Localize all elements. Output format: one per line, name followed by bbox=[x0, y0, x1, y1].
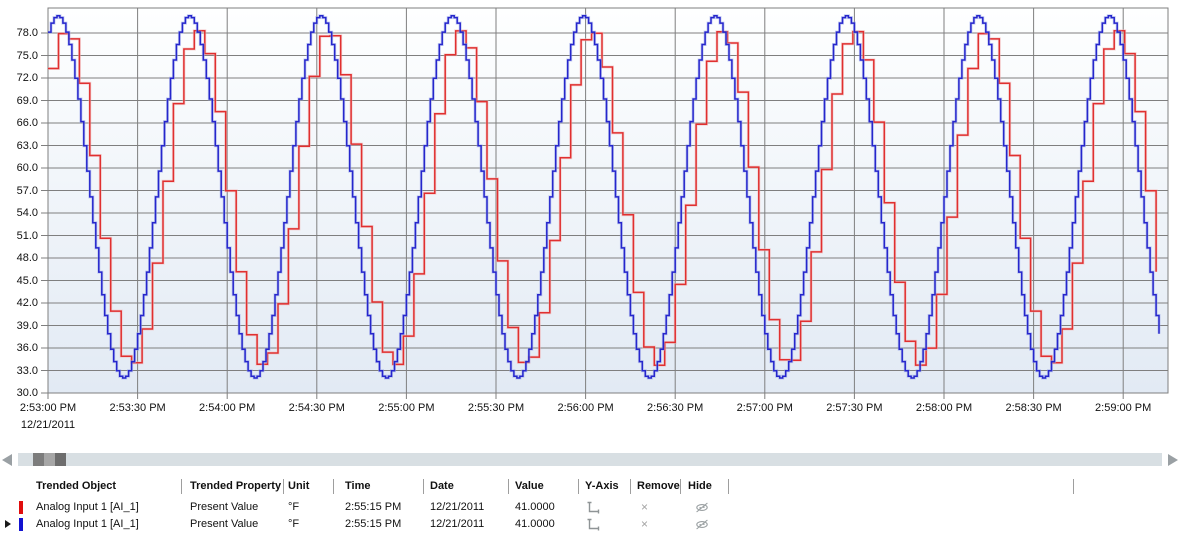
table-row[interactable]: Analog Input 1 [AI_1] Present Value °F 2:55… bbox=[0, 499, 1186, 516]
horizontal-scrollbar[interactable] bbox=[0, 452, 1186, 469]
cell-trended-object: Analog Input 1 [AI_1] bbox=[36, 501, 139, 513]
y-axis-tick-label: 57.0 bbox=[16, 184, 38, 197]
cell-unit: °F bbox=[288, 501, 300, 513]
table-row[interactable]: Analog Input 1 [AI_1] Present Value °F 2:55… bbox=[0, 516, 1186, 533]
pen-color-marker bbox=[19, 518, 23, 531]
column-header-date: Date bbox=[430, 480, 454, 492]
x-axis-tick-label: 2:54:00 PM bbox=[199, 402, 256, 414]
y-axis-tick-label: 36.0 bbox=[16, 342, 38, 354]
y-axis-tick-label: 51.0 bbox=[16, 229, 38, 242]
y-axis-tick-label: 45.0 bbox=[16, 274, 38, 287]
y-axis-tick-label: 54.0 bbox=[16, 207, 38, 219]
column-separator bbox=[578, 479, 579, 494]
scrollbar-left-arrow-icon[interactable] bbox=[2, 454, 12, 466]
cell-unit: °F bbox=[288, 518, 300, 530]
column-separator bbox=[333, 479, 334, 494]
column-header-trended-property: Trended Property bbox=[190, 480, 282, 492]
column-header-time: Time bbox=[345, 480, 371, 492]
cell-time: 2:55:15 PM bbox=[345, 501, 402, 513]
column-separator bbox=[181, 479, 182, 494]
x-axis-tick-label: 2:55:00 PM bbox=[378, 402, 435, 414]
y-axis-tick-label: 63.0 bbox=[16, 139, 38, 152]
column-header-value: Value bbox=[515, 480, 544, 492]
y-axis-tick-label: 60.0 bbox=[16, 162, 38, 174]
y-axis-tick-label: 72.0 bbox=[16, 72, 38, 84]
column-separator bbox=[728, 479, 729, 494]
scrollbar-thumb[interactable] bbox=[33, 453, 66, 466]
column-header-hide: Hide bbox=[688, 480, 712, 492]
pen-color-marker bbox=[19, 501, 23, 514]
x-axis-tick-label: 2:57:00 PM bbox=[736, 402, 793, 414]
y-axis-settings-icon[interactable] bbox=[586, 518, 600, 537]
y-axis-tick-label: 42.0 bbox=[16, 297, 38, 309]
y-axis-settings-icon[interactable] bbox=[586, 501, 600, 520]
cell-value: 41.0000 bbox=[515, 501, 555, 513]
y-axis-tick-label: 75.0 bbox=[16, 49, 38, 62]
column-separator bbox=[283, 479, 284, 494]
y-axis-tick-label: 66.0 bbox=[16, 117, 38, 129]
trend-plot-canvas[interactable] bbox=[0, 0, 1186, 400]
y-axis-tick-label: 33.0 bbox=[16, 364, 38, 377]
cell-trended-property: Present Value bbox=[190, 518, 259, 530]
trend-legend-table: Trended Object Trended Property Unit Time Da… bbox=[0, 476, 1186, 545]
column-separator bbox=[680, 479, 681, 494]
cell-date: 12/21/2011 bbox=[430, 518, 485, 530]
column-header-trended-object: Trended Object bbox=[36, 480, 117, 492]
cell-trended-property: Present Value bbox=[190, 501, 259, 513]
column-header-remove: Remove bbox=[637, 480, 680, 492]
y-axis-tick-label: 78.0 bbox=[16, 27, 38, 39]
x-axis-tick-label: 2:55:30 PM bbox=[467, 402, 525, 414]
hide-icon[interactable] bbox=[694, 518, 710, 537]
x-axis-tick-label: 2:53:30 PM bbox=[109, 402, 166, 414]
column-header-y-axis: Y-Axis bbox=[585, 480, 619, 492]
selected-row-arrow-icon bbox=[5, 520, 11, 528]
cell-value: 41.0000 bbox=[515, 518, 555, 530]
x-axis-tick-label: 2:58:00 PM bbox=[915, 402, 973, 414]
scrollbar-track[interactable] bbox=[18, 453, 1162, 466]
y-axis-tick-label: 39.0 bbox=[16, 319, 38, 332]
x-axis-date-label: 12/21/2011 bbox=[20, 419, 76, 431]
column-separator bbox=[423, 479, 424, 494]
column-separator bbox=[1073, 479, 1074, 494]
cell-time: 2:55:15 PM bbox=[345, 518, 402, 530]
y-axis-tick-label: 48.0 bbox=[16, 252, 38, 264]
x-axis-tick-label: 2:58:30 PM bbox=[1005, 402, 1062, 414]
x-axis-tick-label: 2:56:00 PM bbox=[557, 402, 614, 414]
column-header-unit: Unit bbox=[288, 480, 310, 492]
x-axis-tick-label: 2:53:00 PM bbox=[19, 402, 77, 414]
remove-icon[interactable]: × bbox=[641, 517, 649, 531]
column-separator bbox=[508, 479, 509, 494]
trend-chart: 78.0 75.0 72.0 69.0 66.0 63.0 60.0 57.0 54.0 51.0… bbox=[0, 0, 1186, 431]
cell-trended-object: Analog Input 1 [AI_1] bbox=[36, 518, 139, 530]
x-axis-tick-label: 2:59:00 PM bbox=[1095, 402, 1152, 414]
y-axis-tick-label: 30.0 bbox=[16, 387, 38, 399]
y-axis-tick-label: 69.0 bbox=[16, 94, 38, 107]
column-separator bbox=[630, 479, 631, 494]
x-axis-tick-label: 2:54:30 PM bbox=[288, 402, 345, 414]
remove-icon[interactable]: × bbox=[641, 500, 649, 514]
scrollbar-right-arrow-icon[interactable] bbox=[1168, 454, 1178, 466]
cell-date: 12/21/2011 bbox=[430, 501, 485, 513]
x-axis-tick-label: 2:57:30 PM bbox=[826, 402, 883, 414]
hide-icon[interactable] bbox=[694, 501, 710, 520]
x-axis-tick-label: 2:56:30 PM bbox=[647, 402, 704, 414]
